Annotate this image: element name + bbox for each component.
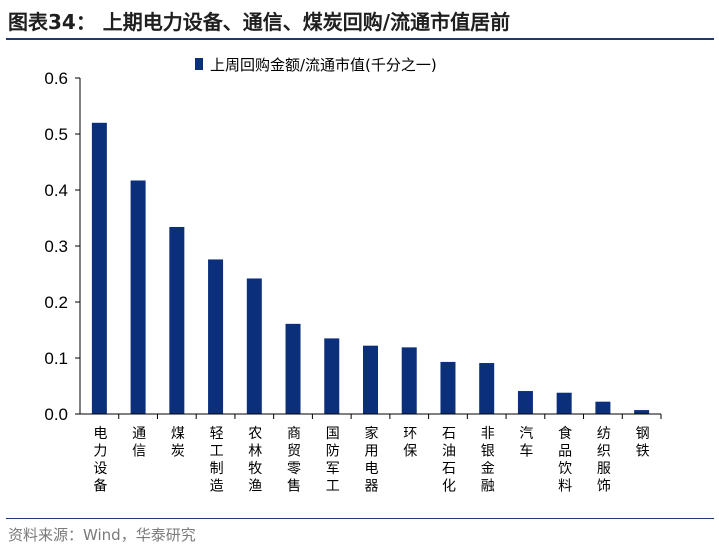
y-tick-label: 0.2 xyxy=(44,293,68,312)
x-category-label: 农林牧渔 xyxy=(248,426,262,495)
bars xyxy=(91,122,650,415)
x-category-label: 非银金融 xyxy=(481,426,495,495)
x-category-label: 家用电器 xyxy=(365,425,379,495)
x-category-label: 商贸零售 xyxy=(287,426,301,495)
x-category-label: 钢铁 xyxy=(636,426,650,460)
x-category-label: 汽车 xyxy=(519,426,533,460)
bar xyxy=(130,180,146,414)
bar xyxy=(556,392,572,414)
bar xyxy=(401,347,417,414)
bar xyxy=(363,345,378,414)
bar xyxy=(91,122,107,415)
title-rule xyxy=(6,38,714,40)
y-tick-label: 0.1 xyxy=(44,349,68,368)
x-category-label: 纺织服饰 xyxy=(597,426,611,495)
y-tick-label: 0.0 xyxy=(44,405,68,424)
x-category-label: 环保 xyxy=(403,426,417,460)
bar xyxy=(634,410,650,414)
x-category-label: 煤炭 xyxy=(171,426,185,460)
bar xyxy=(517,391,533,414)
x-category-label: 通信 xyxy=(132,426,146,460)
y-tick-label: 0.4 xyxy=(44,181,68,200)
bar xyxy=(324,338,340,414)
y-tick-label: 0.5 xyxy=(44,125,68,144)
x-category-label: 石油石化 xyxy=(442,426,456,495)
bar xyxy=(479,363,495,414)
x-category-label: 电力设备 xyxy=(93,426,107,495)
legend-swatch xyxy=(195,58,203,70)
x-category-label: 国防军工 xyxy=(326,426,340,495)
x-category-label: 食品饮料 xyxy=(558,425,572,495)
legend-label: 上周回购金额/流通市值(千分之一) xyxy=(210,56,437,74)
y-tick-label: 0.6 xyxy=(44,69,68,88)
bar xyxy=(246,278,262,414)
bar xyxy=(169,226,185,414)
bar xyxy=(208,259,224,414)
bar xyxy=(595,401,611,414)
y-axis: 0.0 0.1 0.2 0.3 0.4 0.5 0.6 xyxy=(44,69,81,424)
source-rule xyxy=(6,518,714,519)
x-category-label: 轻工制造 xyxy=(210,426,224,495)
figure-title: 图表34： 上期电力设备、通信、煤炭回购/流通市值居前 xyxy=(8,10,511,34)
y-tick-label: 0.3 xyxy=(44,237,68,256)
bar xyxy=(440,361,456,414)
bar xyxy=(285,323,301,414)
source-note: 资料来源：Wind，华泰研究 xyxy=(8,526,196,544)
chart-legend: 上周回购金额/流通市值(千分之一) xyxy=(195,56,437,74)
